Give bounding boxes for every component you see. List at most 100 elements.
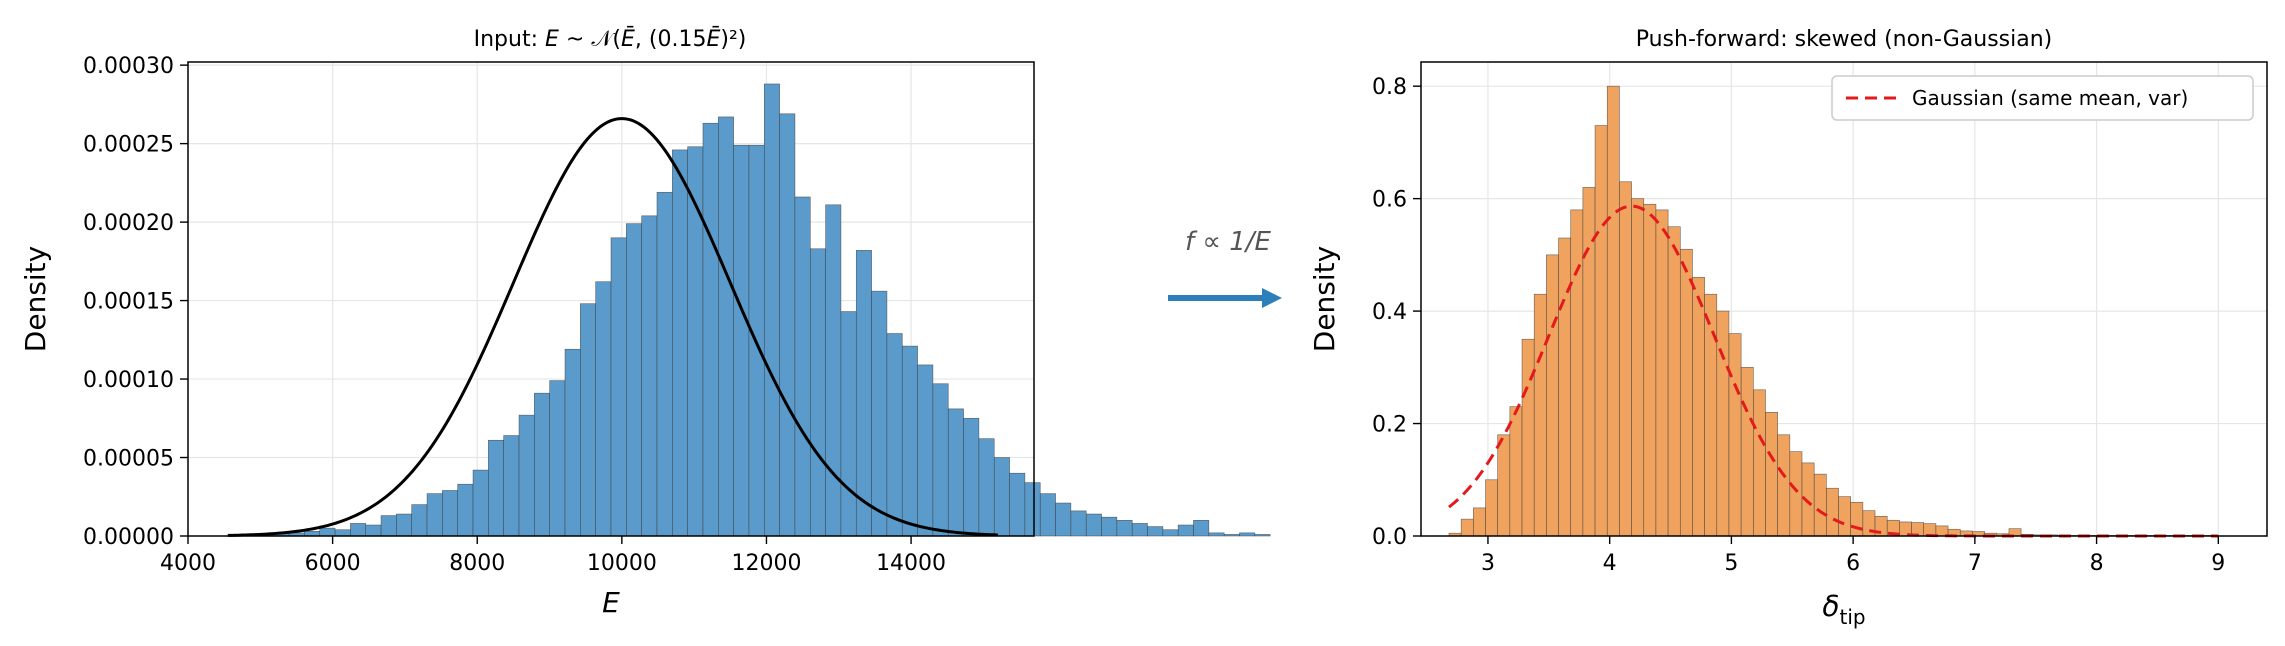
right-bar-24 [1740, 367, 1754, 537]
left-bar-47 [947, 408, 964, 537]
right-axes-frame [1420, 61, 2268, 537]
left-bar-46 [932, 383, 949, 537]
left-bar-45 [917, 364, 934, 537]
left-bar-62 [1177, 524, 1194, 537]
left-bar-11 [396, 513, 413, 537]
left-bar-20 [534, 392, 550, 537]
left-bar-26 [626, 223, 642, 537]
left-bar-23 [580, 303, 596, 537]
input-histogram-panel: Input: E ~ 𝒩(Ē, (0.15Ē)²) 4000 6000 8000 10… [19, 27, 1271, 619]
right-bar-13 [1606, 85, 1620, 537]
right-x-ticks: 3 4 5 6 7 8 9 [1481, 536, 2225, 576]
left-ytick-label-3: 0.00015 [83, 290, 174, 315]
right-gaussian-curve [1448, 204, 2219, 538]
left-bar-37 [794, 196, 811, 537]
left-bar-39 [825, 204, 842, 537]
right-legend: Gaussian (same mean, var) [1831, 75, 2254, 121]
left-normal-curve [227, 117, 998, 537]
right-bar-12 [1594, 125, 1608, 537]
left-xtick-label-1: 6000 [305, 551, 361, 576]
left-xtick-label-0: 4000 [160, 551, 216, 576]
right-bar-1 [1460, 518, 1474, 537]
left-bar-53 [1039, 493, 1056, 537]
left-bar-12 [411, 504, 428, 537]
left-bar-38 [809, 248, 826, 537]
left-bar-24 [595, 281, 612, 537]
right-bar-15 [1631, 198, 1645, 537]
right-bar-17 [1655, 209, 1669, 537]
right-bar-28 [1789, 451, 1803, 537]
right-bar-8 [1546, 254, 1559, 537]
right-xtick-label-0: 3 [1481, 551, 1495, 576]
right-ytick-label-1: 0.2 [1372, 413, 1407, 438]
left-bar-61 [1162, 529, 1179, 537]
legend-label: Gaussian (same mean, var) [1912, 86, 2188, 110]
left-bar-7 [334, 529, 351, 537]
pushforward-histogram-panel: Push-forward: skewed (non-Gaussian) 3 4 5 6… [1308, 27, 2268, 629]
right-xtick-label-6: 9 [2211, 551, 2225, 576]
left-bar-32 [718, 116, 734, 537]
right-xtick-label-3: 6 [1846, 551, 1860, 576]
left-bar-19 [518, 414, 535, 537]
right-title: Push-forward: skewed (non-Gaussian) [1636, 27, 2053, 52]
right-bar-7 [1533, 293, 1547, 537]
right-bar-20 [1692, 277, 1705, 537]
left-bar-59 [1131, 523, 1148, 537]
right-bar-3 [1485, 479, 1498, 537]
left-bar-33 [733, 144, 750, 537]
left-bar-58 [1116, 520, 1133, 537]
right-bar-30 [1813, 473, 1827, 537]
right-y-axis-label: Density [1308, 246, 1341, 352]
left-bar-42 [871, 290, 888, 537]
right-y-ticks: 0.0 0.2 0.4 0.6 0.8 [1372, 75, 1421, 550]
legend-box [1831, 75, 2254, 121]
left-bar-55 [1070, 510, 1087, 537]
left-ytick-label-2: 0.00010 [83, 368, 174, 393]
left-bar-48 [963, 417, 980, 537]
left-bar-67 [1254, 534, 1271, 537]
right-bar-31 [1826, 487, 1839, 537]
left-bar-17 [488, 439, 504, 537]
left-bar-51 [1009, 472, 1026, 537]
left-bar-9 [365, 524, 382, 537]
left-bar-31 [702, 122, 719, 537]
left-bar-57 [1101, 516, 1118, 537]
right-xtick-label-2: 5 [1724, 551, 1738, 576]
arrow-label: f ∝ 1/E [1185, 227, 1272, 257]
left-axes-frame [187, 61, 1035, 537]
left-bar-18 [503, 435, 520, 537]
right-ytick-label-4: 0.8 [1372, 75, 1407, 100]
right-bar-2 [1473, 507, 1486, 537]
left-bar-6 [319, 527, 336, 537]
left-bar-21 [549, 380, 566, 537]
right-bar-33 [1850, 501, 1864, 537]
right-ytick-label-0: 0.0 [1372, 525, 1407, 550]
left-bar-60 [1147, 526, 1164, 537]
left-bar-44 [901, 345, 918, 537]
left-bar-16 [472, 469, 489, 537]
right-x-axis-label: δtip [1822, 590, 1865, 629]
left-y-axis-label: Density [19, 246, 52, 352]
left-ytick-label-5: 0.00025 [83, 133, 174, 158]
left-bar-56 [1085, 513, 1102, 537]
right-xtick-label-1: 4 [1603, 551, 1617, 576]
right-bar-32 [1838, 496, 1851, 537]
left-bar-54 [1055, 502, 1072, 537]
left-bar-25 [610, 237, 627, 537]
right-bar-26 [1765, 411, 1778, 537]
right-bar-10 [1570, 209, 1584, 537]
right-bar-18 [1667, 226, 1681, 537]
right-xtick-label-5: 8 [2090, 551, 2104, 576]
right-bar-19 [1679, 248, 1693, 537]
right-ytick-label-3: 0.6 [1372, 188, 1407, 213]
left-bar-15 [457, 483, 474, 537]
left-bar-63 [1193, 520, 1210, 537]
left-bar-64 [1208, 532, 1225, 537]
left-bar-35 [763, 83, 780, 537]
left-ytick-label-4: 0.00020 [83, 211, 174, 236]
right-arrow-icon [1168, 288, 1282, 308]
left-xtick-label-3: 10000 [587, 551, 657, 576]
push-forward-arrow: f ∝ 1/E [1168, 227, 1282, 308]
right-bar-16 [1643, 203, 1657, 537]
right-bar-27 [1777, 434, 1791, 537]
